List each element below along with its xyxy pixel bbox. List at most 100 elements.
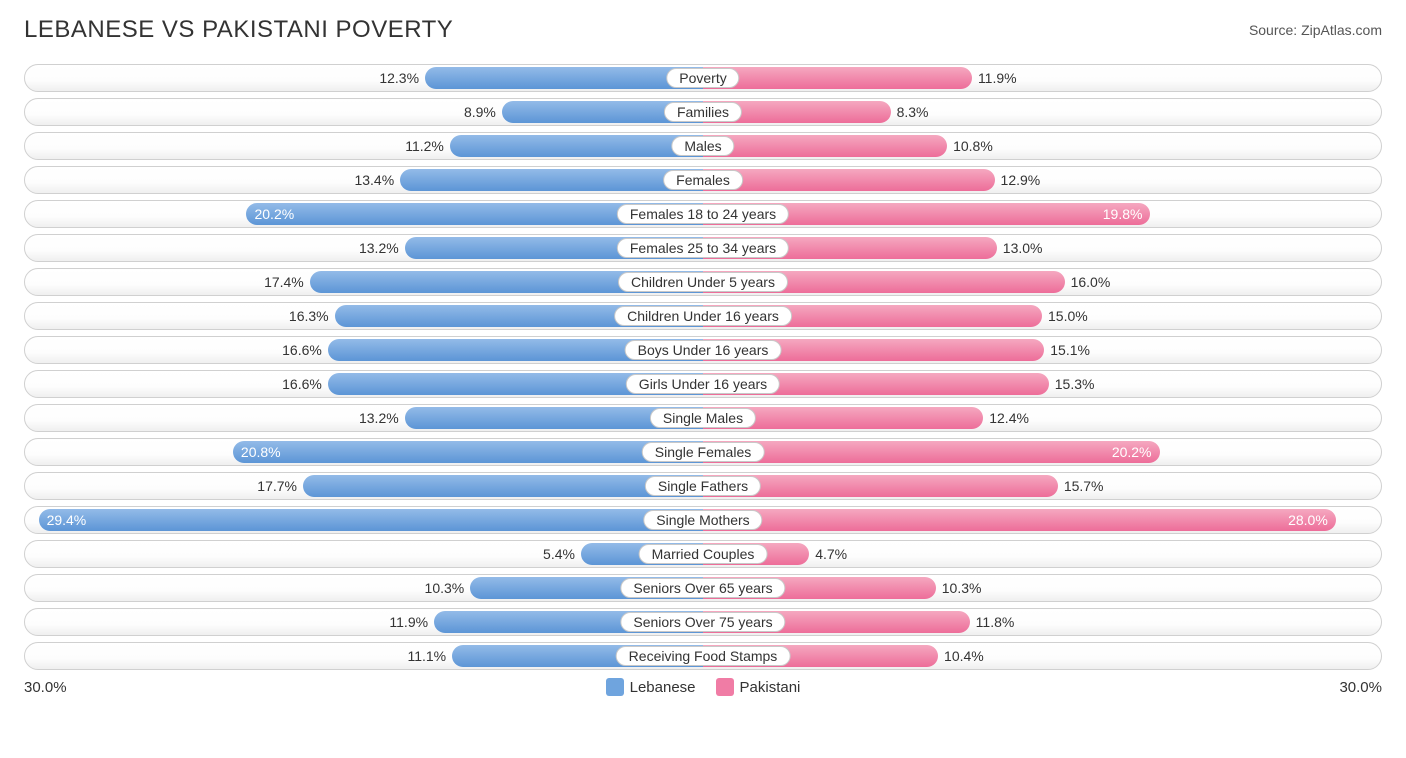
bar-container-right: 10.4%	[703, 645, 1381, 667]
chart-footer: 30.0% Lebanese Pakistani 30.0%	[24, 678, 1382, 696]
value-label-right: 4.7%	[815, 546, 847, 562]
category-label: Receiving Food Stamps	[616, 646, 791, 666]
bar-right: 11.9%	[703, 67, 972, 89]
value-label-right: 15.3%	[1055, 376, 1095, 392]
chart-row: 13.4%12.9%Females	[24, 166, 1382, 194]
bar-container-right: 13.0%	[703, 237, 1381, 259]
value-label-left: 11.9%	[389, 614, 428, 630]
value-label-left: 11.2%	[405, 138, 444, 154]
bar-container-left: 10.3%	[25, 577, 703, 599]
value-label-left: 12.3%	[379, 70, 419, 86]
value-label-right: 10.3%	[942, 580, 982, 596]
category-label: Families	[664, 102, 742, 122]
value-label-left: 16.3%	[289, 308, 329, 324]
value-label-left: 20.2%	[254, 206, 294, 222]
chart-row: 11.1%10.4%Receiving Food Stamps	[24, 642, 1382, 670]
category-label: Females	[663, 170, 743, 190]
value-label-left: 8.9%	[464, 104, 496, 120]
chart-row: 11.9%11.8%Seniors Over 75 years	[24, 608, 1382, 636]
legend-item-left: Lebanese	[606, 678, 696, 696]
bar-container-left: 13.2%	[25, 237, 703, 259]
bar-container-left: 11.9%	[25, 611, 703, 633]
legend-label-right: Pakistani	[740, 679, 801, 696]
category-label: Children Under 5 years	[618, 272, 788, 292]
chart-row: 17.4% 16.0% Children Under 5 years	[24, 268, 1382, 296]
chart-row: 16.6% 15.1% Boys Under 16 years	[24, 336, 1382, 364]
bar-container-right: 8.3%	[703, 101, 1381, 123]
value-label-right: 15.0%	[1048, 308, 1088, 324]
category-label: Single Fathers	[645, 476, 761, 496]
chart-row: 20.8% 20.2% Single Females	[24, 438, 1382, 466]
value-label-right: 28.0%	[1288, 512, 1328, 528]
chart-source: Source: ZipAtlas.com	[1249, 22, 1382, 38]
chart-title: LEBANESE VS PAKISTANI POVERTY	[24, 16, 453, 44]
value-label-left: 16.6%	[282, 342, 322, 358]
legend-swatch-right	[716, 678, 734, 696]
value-label-left: 16.6%	[282, 376, 322, 392]
bar-container-right: 11.8%	[703, 611, 1381, 633]
value-label-right: 19.8%	[1103, 206, 1143, 222]
bar-right: 12.9%	[703, 169, 995, 191]
bar-left: 20.8%	[233, 441, 703, 463]
category-label: Females 25 to 34 years	[617, 238, 789, 258]
bar-right: 10.8%	[703, 135, 947, 157]
chart-row: 17.7% 15.7% Single Fathers	[24, 472, 1382, 500]
bar-container-left: 16.6%	[25, 339, 703, 361]
value-label-right: 15.7%	[1064, 478, 1104, 494]
value-label-left: 5.4%	[543, 546, 575, 562]
legend-label-left: Lebanese	[630, 679, 696, 696]
bar-container-left: 16.6%	[25, 373, 703, 395]
bar-container-right: 20.2%	[703, 441, 1381, 463]
value-label-right: 11.8%	[976, 614, 1015, 630]
chart-row: 29.4%28.0%Single Mothers	[24, 506, 1382, 534]
category-label: Children Under 16 years	[614, 306, 792, 326]
bar-left: 29.4%	[39, 509, 703, 531]
bar-container-right: 12.9%	[703, 169, 1381, 191]
value-label-right: 12.4%	[989, 410, 1029, 426]
chart-row: 5.4% 4.7% Married Couples	[24, 540, 1382, 568]
value-label-left: 13.4%	[354, 172, 394, 188]
bar-container-left: 13.4%	[25, 169, 703, 191]
bar-container-left: 17.4%	[25, 271, 703, 293]
bar-left: 11.2%	[450, 135, 703, 157]
bar-container-right: 15.3%	[703, 373, 1381, 395]
legend-item-right: Pakistani	[716, 678, 801, 696]
bar-container-right: 16.0%	[703, 271, 1381, 293]
category-label: Married Couples	[639, 544, 768, 564]
bar-container-left: 8.9%	[25, 101, 703, 123]
value-label-left: 13.2%	[359, 410, 399, 426]
category-label: Boys Under 16 years	[625, 340, 782, 360]
bar-container-left: 16.3%	[25, 305, 703, 327]
bar-container-left: 20.8%	[25, 441, 703, 463]
value-label-right: 12.9%	[1001, 172, 1041, 188]
bar-left: 12.3%	[425, 67, 703, 89]
value-label-left: 17.7%	[257, 478, 297, 494]
value-label-right: 8.3%	[897, 104, 929, 120]
axis-max-right: 30.0%	[1339, 679, 1382, 696]
category-label: Males	[671, 136, 734, 156]
bar-container-left: 29.4%	[25, 509, 703, 531]
diverging-bar-chart: 12.3%11.9%Poverty8.9%8.3%Families11.2%10…	[24, 64, 1382, 670]
chart-legend: Lebanese Pakistani	[606, 678, 801, 696]
bar-container-left: 11.2%	[25, 135, 703, 157]
category-label: Single Females	[642, 442, 765, 462]
bar-container-right: 12.4%	[703, 407, 1381, 429]
bar-container-left: 17.7%	[25, 475, 703, 497]
chart-row: 20.2% 19.8% Females 18 to 24 years	[24, 200, 1382, 228]
category-label: Females 18 to 24 years	[617, 204, 789, 224]
chart-row: 8.9% 8.3% Families	[24, 98, 1382, 126]
chart-row: 13.2%12.4%Single Males	[24, 404, 1382, 432]
bar-container-right: 10.8%	[703, 135, 1381, 157]
value-label-right: 13.0%	[1003, 240, 1043, 256]
bar-container-left: 20.2%	[25, 203, 703, 225]
bar-left: 13.4%	[400, 169, 703, 191]
value-label-right: 16.0%	[1071, 274, 1111, 290]
category-label: Poverty	[666, 68, 739, 88]
chart-header: LEBANESE VS PAKISTANI POVERTY Source: Zi…	[24, 16, 1382, 44]
value-label-right: 11.9%	[978, 70, 1017, 86]
value-label-right: 20.2%	[1112, 444, 1152, 460]
chart-row: 11.2%10.8%Males	[24, 132, 1382, 160]
value-label-right: 15.1%	[1050, 342, 1090, 358]
chart-row: 10.3%10.3%Seniors Over 65 years	[24, 574, 1382, 602]
bar-container-right: 15.1%	[703, 339, 1381, 361]
